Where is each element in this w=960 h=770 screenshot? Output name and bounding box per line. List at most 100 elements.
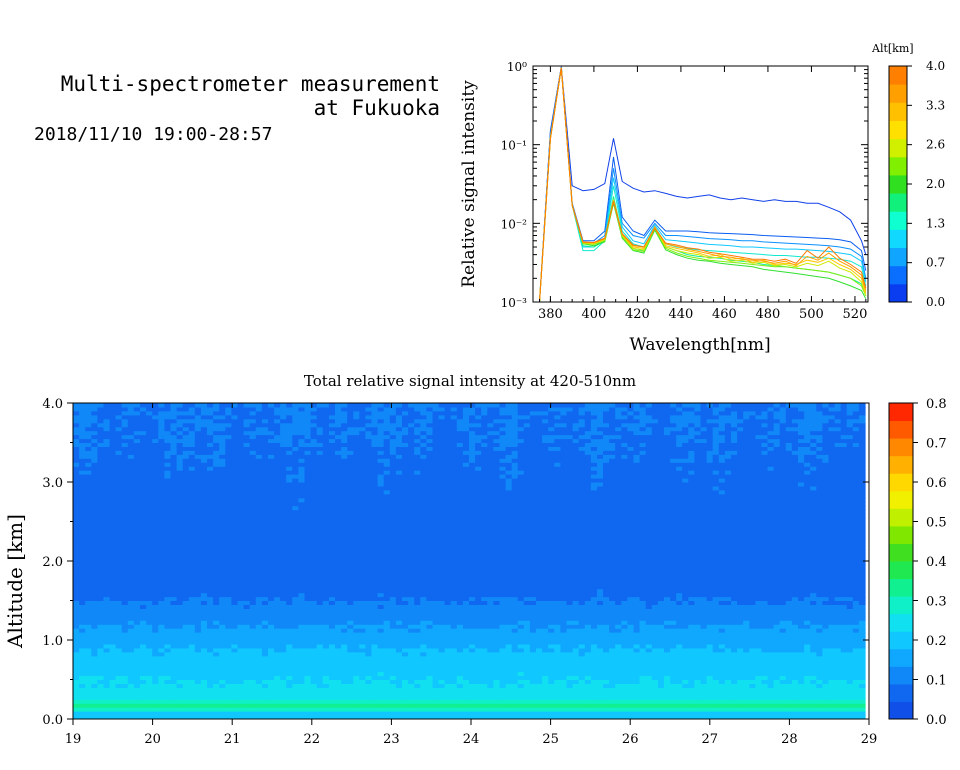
heatmap-cell (322, 553, 330, 558)
heatmap-cell (304, 568, 312, 574)
heatmap-cell (91, 576, 98, 582)
heatmap-cell (182, 442, 190, 447)
heatmap-cell (383, 462, 391, 467)
heatmap-cell (243, 474, 251, 479)
heatmap-cell (304, 525, 312, 530)
heatmap-cell (383, 703, 391, 708)
heatmap-cell (286, 663, 293, 669)
heatmap-cell (188, 608, 196, 613)
heatmap-cell (274, 687, 281, 692)
heatmap-cell (341, 418, 348, 424)
heatmap-cell (170, 576, 178, 582)
heatmap-cell (389, 608, 397, 613)
heatmap-cell (402, 624, 409, 629)
heatmap-cell (133, 410, 141, 416)
heatmap-cell (310, 505, 318, 511)
heatmap-cell (170, 596, 178, 601)
heatmap-cell (121, 600, 129, 605)
heatmap-cell (237, 549, 245, 554)
heatmap-cell (79, 568, 86, 574)
heatmap-cell (255, 667, 263, 673)
heatmap-cell (207, 521, 214, 526)
heatmap-cell (353, 683, 360, 688)
heatmap-cell (359, 671, 366, 677)
heatmap-cell (316, 533, 324, 538)
heatmap-cell (188, 414, 196, 420)
heatmap-cell (194, 691, 202, 696)
heatmap-cell (414, 624, 421, 629)
heatmap-cell (225, 679, 232, 684)
heatmap-cell (353, 485, 360, 491)
heatmap-cell (109, 565, 117, 570)
heatmap-cell (97, 707, 105, 712)
heatmap-cell (255, 485, 263, 491)
heatmap-cell (85, 659, 92, 665)
heatmap-cell (231, 667, 239, 673)
heatmap-cell (353, 474, 360, 479)
heatmap-cell (274, 446, 281, 451)
heatmap-cell (213, 529, 220, 534)
heatmap-cell (109, 525, 117, 530)
heatmap-cell (213, 628, 220, 633)
heatmap-cell (395, 509, 403, 515)
heatmap-cell (85, 616, 92, 621)
heatmap-cell (371, 691, 379, 696)
heatmap-cell (438, 647, 446, 653)
heatmap-cell (353, 679, 360, 684)
heatmap-cell (347, 565, 354, 570)
heatmap-cell (432, 632, 440, 637)
heatmap-cell (207, 474, 214, 479)
heatmap-cell (158, 628, 165, 633)
heatmap-cell (310, 592, 318, 598)
heatmap-cell (207, 620, 214, 625)
heatmap-cell (91, 715, 98, 720)
heatmap-cell (243, 466, 251, 471)
heatmap-cell (316, 513, 324, 519)
heatmap-cell (73, 675, 80, 680)
heatmap-cell (420, 485, 427, 491)
heatmap-cell (164, 501, 172, 507)
heatmap-cell (249, 517, 257, 522)
heatmap-cell (322, 624, 330, 629)
heatmap-cell (176, 616, 184, 621)
heatmap-cell (213, 561, 220, 566)
heatmap-cell (152, 497, 159, 503)
heatmap-cell (261, 687, 269, 692)
heatmap-cell (249, 454, 257, 459)
heatmap-cell (213, 572, 220, 578)
heatmap-cell (402, 541, 409, 546)
heatmap-cell (304, 418, 312, 424)
heatmap-cell (103, 557, 111, 562)
heatmap-cell (292, 699, 299, 704)
heatmap-cell (182, 521, 190, 526)
heatmap-cell (347, 403, 354, 408)
heatmap-cell (274, 525, 281, 530)
heatmap-cell (353, 505, 360, 511)
heatmap-cell (255, 497, 263, 503)
heatmap-cell (359, 513, 366, 519)
heatmap-cell (292, 497, 299, 503)
heatmap-cell (249, 442, 257, 447)
heatmap-cell (408, 659, 415, 665)
heatmap-cell (109, 604, 117, 609)
heatmap-cell (347, 466, 354, 471)
heatmap-cell (274, 474, 281, 479)
heatmap-cell (207, 616, 214, 621)
heatmap-cell (146, 446, 153, 451)
heatmap-cell (182, 663, 190, 669)
heatmap-cell (383, 541, 391, 546)
heatmap-cell (414, 513, 421, 519)
heatmap-cell (182, 644, 190, 649)
heatmap-cell (335, 450, 342, 455)
heatmap-cell (109, 529, 117, 534)
heatmap-cell (292, 525, 299, 530)
heatmap-cell (164, 446, 172, 451)
heatmap-cell (152, 478, 159, 483)
heatmap-cell (219, 505, 226, 511)
heatmap-cell (164, 572, 172, 578)
heatmap-cell (268, 675, 275, 680)
heatmap-cell (377, 565, 385, 570)
heatmap-cell (237, 458, 245, 463)
heatmap-cell (286, 489, 293, 495)
heatmap-cell (79, 553, 86, 558)
